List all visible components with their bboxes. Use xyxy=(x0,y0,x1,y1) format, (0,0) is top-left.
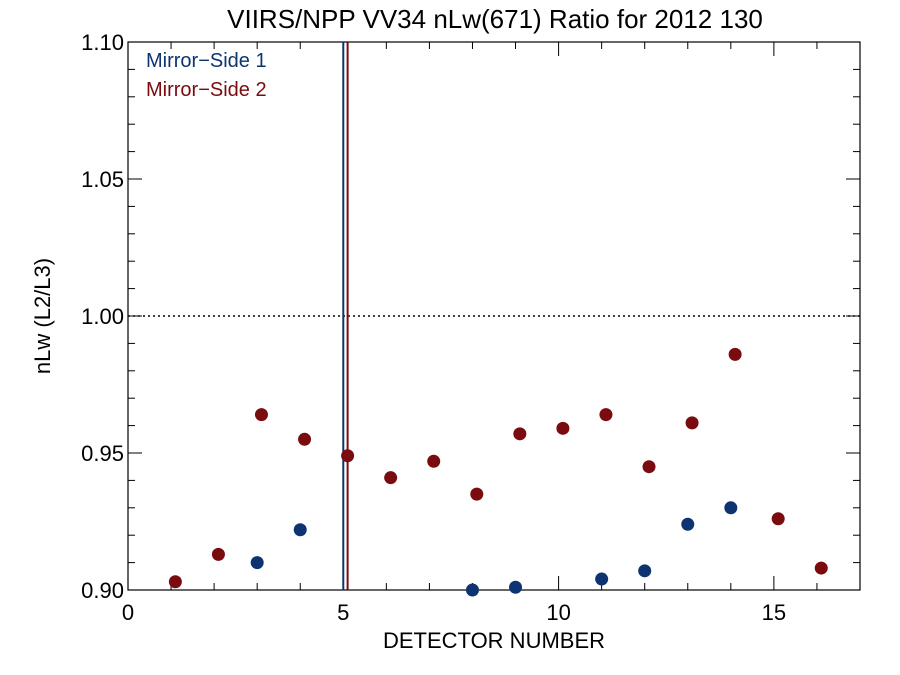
reference-lines xyxy=(128,42,860,590)
data-points xyxy=(168,347,828,597)
y-tick-label: 0.90 xyxy=(81,578,124,603)
axis-ticks: 0 5 10 15 0.90 0.95 1.00 1.05 1.10 xyxy=(81,30,861,625)
chart-title: VIIRS/NPP VV34 nLw(671) Ratio for 2012 1… xyxy=(227,4,763,34)
data-point-series-2 xyxy=(642,460,656,474)
x-tick-label: 10 xyxy=(546,600,570,625)
data-point-series-1 xyxy=(465,583,479,597)
data-point-series-1 xyxy=(724,501,738,515)
x-tick-label: 15 xyxy=(762,600,786,625)
data-point-series-2 xyxy=(254,408,268,422)
data-point-series-2 xyxy=(513,427,527,441)
data-point-series-1 xyxy=(250,556,264,570)
x-tick-label: 0 xyxy=(122,600,134,625)
y-tick-label: 0.95 xyxy=(81,441,124,466)
data-point-series-2 xyxy=(211,547,225,561)
data-point-series-2 xyxy=(470,487,484,501)
data-point-series-2 xyxy=(814,561,828,575)
y-axis-label: nLw (L2/L3) xyxy=(30,258,55,374)
data-point-series-1 xyxy=(293,523,307,537)
legend-entry-mirror-side-2: Mirror−Side 2 xyxy=(146,79,267,101)
y-tick-label: 1.10 xyxy=(81,30,124,55)
data-point-series-1 xyxy=(681,517,695,531)
y-tick-label: 1.00 xyxy=(81,304,124,329)
data-point-series-2 xyxy=(728,347,742,361)
data-point-series-2 xyxy=(427,454,441,468)
data-point-series-2 xyxy=(298,432,312,446)
x-tick-label: 5 xyxy=(337,600,349,625)
data-point-series-2 xyxy=(685,416,699,430)
legend: Mirror−Side 1 Mirror−Side 2 xyxy=(146,50,267,101)
data-point-series-2 xyxy=(599,408,613,422)
legend-entry-mirror-side-1: Mirror−Side 1 xyxy=(146,50,267,72)
data-point-series-2 xyxy=(341,449,355,463)
data-point-series-2 xyxy=(556,421,570,435)
data-point-series-2 xyxy=(168,575,182,589)
data-point-series-1 xyxy=(509,580,523,594)
y-tick-label: 1.05 xyxy=(81,167,124,192)
data-point-series-1 xyxy=(595,572,609,586)
data-point-series-1 xyxy=(638,564,652,578)
data-point-series-2 xyxy=(384,471,398,485)
data-point-series-2 xyxy=(771,512,785,526)
x-axis-label: DETECTOR NUMBER xyxy=(383,628,605,653)
